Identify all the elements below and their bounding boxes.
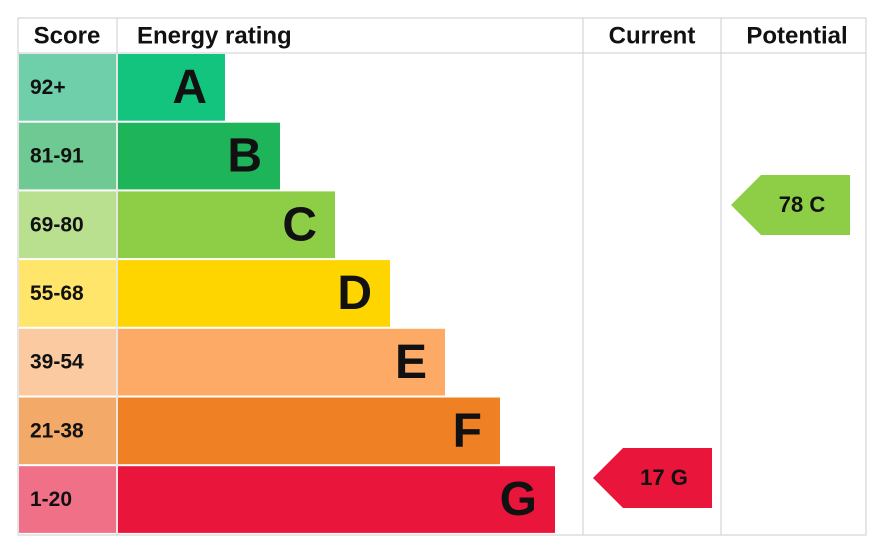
score-cell [19, 328, 116, 396]
score-cell [19, 260, 116, 327]
current-label: 17 G [640, 465, 688, 490]
score-cell [19, 397, 116, 465]
header: Current [609, 22, 696, 49]
score-label: 81-91 [30, 145, 84, 168]
band-bar [118, 122, 280, 190]
band-letter: G [500, 473, 537, 526]
band-letter: C [282, 198, 317, 251]
score-label: 39-54 [30, 351, 84, 374]
band-letter: B [227, 130, 262, 183]
band-bar [118, 466, 555, 533]
score-cell [19, 54, 116, 121]
band-bar [118, 191, 335, 259]
current-arrow [593, 448, 712, 508]
band-bar [118, 397, 500, 465]
band-letter: A [172, 61, 207, 114]
band-letter: E [395, 336, 427, 389]
score-cell [19, 191, 116, 259]
score-label: 69-80 [30, 213, 84, 236]
potential-label: 78 C [779, 192, 826, 217]
score-cell [19, 466, 116, 533]
score-label: 55-68 [30, 282, 84, 305]
band-letter: D [337, 267, 372, 320]
band-bar [118, 260, 390, 327]
band-bar [118, 328, 445, 396]
score-cell [19, 122, 116, 190]
header: Score [34, 22, 101, 49]
band-bar [118, 54, 225, 121]
score-label: 1-20 [30, 488, 72, 511]
header: Energy rating [137, 22, 292, 49]
band-letter: F [453, 405, 482, 458]
score-label: 21-38 [30, 419, 84, 442]
header: Potential [746, 22, 847, 49]
potential-arrow [731, 175, 850, 235]
score-label: 92+ [30, 76, 66, 99]
